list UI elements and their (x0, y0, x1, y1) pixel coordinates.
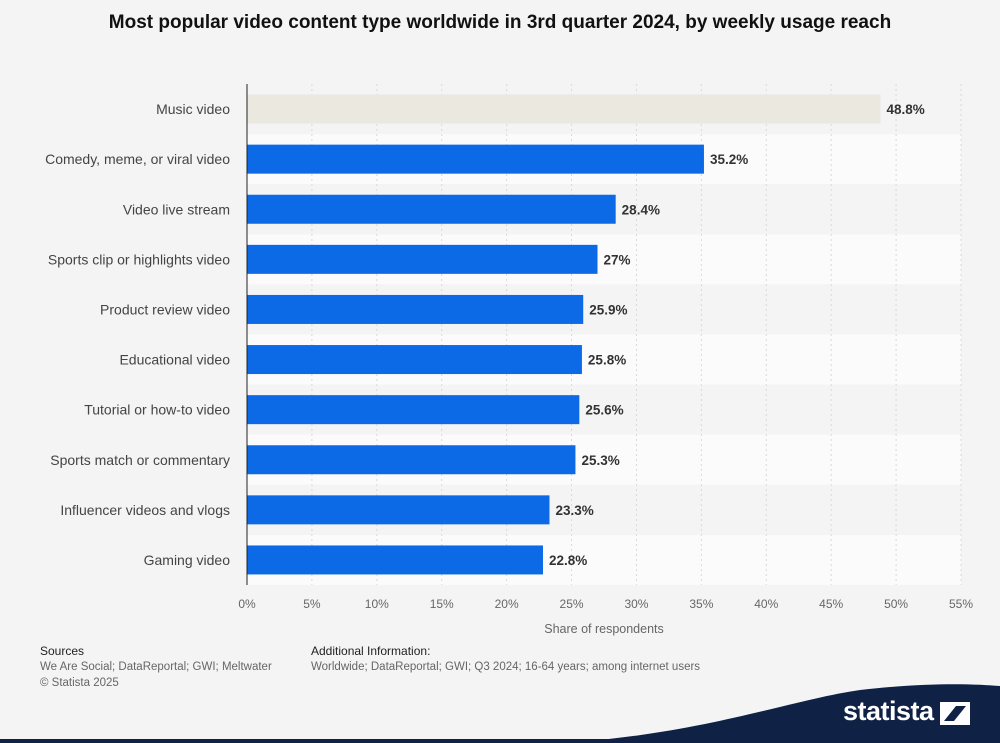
category-label: Gaming video (144, 552, 231, 568)
bar (247, 194, 616, 224)
bar (247, 94, 881, 124)
data-label: 25.3% (581, 453, 619, 468)
x-tick-label: 55% (949, 597, 973, 611)
bar (247, 345, 582, 375)
x-tick-label: 50% (884, 597, 908, 611)
data-label: 23.3% (555, 503, 593, 518)
x-axis-title: Share of respondents (544, 622, 664, 636)
bar (247, 545, 543, 575)
additional-info-heading: Additional Information: (311, 644, 431, 658)
data-label: 25.6% (585, 403, 623, 418)
data-label: 22.8% (549, 553, 587, 568)
category-label: Product review video (100, 301, 230, 317)
category-label: Comedy, meme, or viral video (45, 151, 230, 167)
bar (247, 144, 704, 174)
bar (247, 495, 550, 525)
data-label: 48.8% (887, 102, 925, 117)
x-tick-label: 35% (689, 597, 713, 611)
chart-title: Most popular video content type worldwid… (108, 12, 892, 33)
sources-text: We Are Social; DataReportal; GWI; Meltwa… (40, 661, 272, 673)
x-tick-label: 45% (819, 597, 843, 611)
copyright-text: © Statista 2025 (40, 677, 119, 689)
x-tick-label: 15% (430, 597, 454, 611)
additional-info-text: Worldwide; DataReportal; GWI; Q3 2024; 1… (311, 661, 701, 673)
data-label: 25.9% (589, 302, 627, 317)
bar (247, 395, 580, 425)
x-tick-label: 20% (495, 597, 519, 611)
sources-block: Sources We Are Social; DataReportal; GWI… (40, 643, 300, 691)
data-label: 25.8% (588, 353, 626, 368)
x-tick-label: 25% (560, 597, 584, 611)
category-label: Sports clip or highlights video (48, 251, 230, 267)
bar (247, 445, 576, 475)
additional-info-block: Additional Information: Worldwide; DataR… (311, 643, 711, 675)
statista-logo[interactable]: statista (843, 696, 934, 726)
sources-heading: Sources (40, 644, 85, 658)
category-label: Influencer videos and vlogs (60, 502, 230, 518)
x-tick-label: 5% (303, 597, 321, 611)
x-tick-label: 30% (624, 597, 648, 611)
bar (247, 244, 598, 274)
data-label: 28.4% (622, 202, 660, 217)
data-label: 35.2% (710, 152, 748, 167)
x-tick-label: 10% (365, 597, 389, 611)
category-label: Educational video (119, 352, 230, 368)
data-label: 27% (604, 252, 631, 267)
category-label: Sports match or commentary (50, 452, 230, 468)
x-tick-label: 0% (238, 597, 256, 611)
category-label: Video live stream (123, 201, 230, 217)
category-label: Music video (156, 101, 230, 117)
statista-logo-icon (940, 702, 970, 725)
category-label: Tutorial or how-to video (84, 402, 230, 418)
bar (247, 294, 584, 324)
x-tick-label: 40% (754, 597, 778, 611)
